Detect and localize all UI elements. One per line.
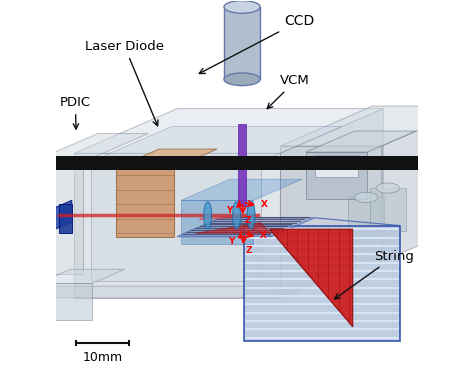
Polygon shape [382,106,474,262]
Polygon shape [281,106,474,146]
Ellipse shape [204,202,212,229]
Ellipse shape [233,202,241,229]
Polygon shape [33,134,148,162]
Polygon shape [181,201,253,244]
Text: Z: Z [246,246,252,255]
Polygon shape [74,153,281,298]
Polygon shape [281,146,382,262]
Text: X: X [260,231,267,240]
Polygon shape [281,109,383,298]
Text: Z: Z [245,216,251,225]
Ellipse shape [376,183,400,193]
Bar [56,156,418,170]
Text: Y: Y [228,237,235,246]
Text: PDIC: PDIC [60,96,91,129]
Polygon shape [306,152,367,199]
Polygon shape [270,229,353,327]
Polygon shape [306,131,416,152]
Polygon shape [74,109,383,153]
Polygon shape [177,218,314,237]
Polygon shape [370,188,406,231]
Ellipse shape [355,192,378,202]
Ellipse shape [247,202,255,229]
Polygon shape [38,283,92,319]
Text: VCM: VCM [267,74,310,109]
Text: X: X [261,200,268,209]
Text: CCD: CCD [199,14,314,74]
Polygon shape [116,168,174,237]
Text: Laser Diode: Laser Diode [85,40,164,126]
Bar [59,204,72,233]
Text: String: String [335,250,414,299]
Polygon shape [181,179,302,201]
Text: 10mm: 10mm [82,351,122,364]
Text: Y: Y [227,206,233,215]
Polygon shape [116,149,217,168]
Polygon shape [195,223,271,233]
Polygon shape [38,269,125,283]
Bar [238,124,246,206]
Bar [244,226,400,341]
Polygon shape [315,155,358,177]
Ellipse shape [224,73,260,86]
Bar [35,213,53,256]
Polygon shape [91,127,342,162]
Polygon shape [348,198,384,241]
Ellipse shape [224,1,260,13]
Polygon shape [91,162,261,281]
Polygon shape [33,162,83,274]
Polygon shape [44,200,72,234]
Bar [224,7,260,79]
Polygon shape [27,286,308,298]
